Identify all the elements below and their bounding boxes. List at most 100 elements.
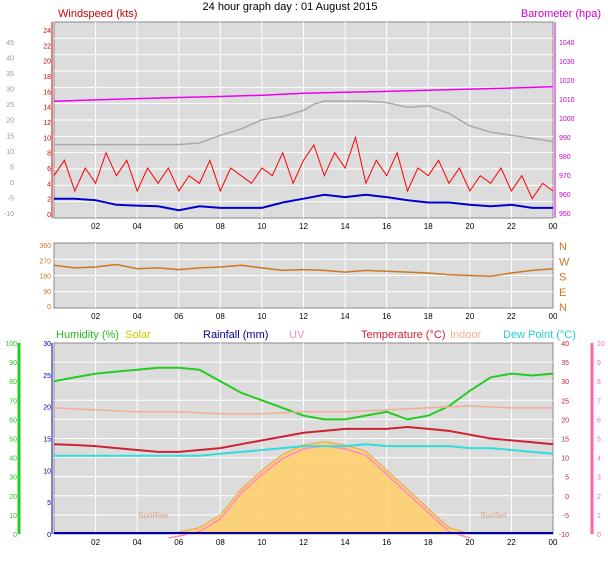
direction-tick: 0 [47, 304, 51, 311]
direction-time-tick: 08 [216, 312, 225, 321]
outer-scale-tick: -5 [8, 195, 14, 202]
temperature-label: Temperature (°C) [361, 329, 445, 341]
direction-tick: 90 [43, 289, 51, 296]
temperature-tick: -10 [559, 532, 569, 539]
uv-tick: 0 [597, 532, 601, 539]
wind-time-tick: 06 [174, 222, 183, 231]
windspeed-tick: 2 [47, 197, 51, 204]
barometer-tick: 1010 [559, 97, 575, 104]
outer-scale-tick: 15 [6, 133, 14, 140]
windspeed-tick: 10 [43, 135, 51, 142]
weather-time-tick: 18 [424, 538, 433, 547]
barometer-tick: 1020 [559, 78, 575, 85]
outer-scale-tick: -10 [4, 211, 14, 218]
weather-time-tick: 22 [507, 538, 516, 547]
solar-label: Solar [125, 329, 151, 341]
outer-scale-tick: 5 [10, 164, 14, 171]
humidity-tick: 30 [9, 475, 17, 482]
weather-time-tick: 00 [549, 538, 558, 547]
barometer-tick: 970 [559, 173, 571, 180]
humidity-tick: 0 [13, 532, 17, 539]
temperature-tick: 0 [565, 494, 569, 501]
uv-tick: 3 [597, 475, 601, 482]
wind-time-tick: 08 [216, 222, 225, 231]
weather-time-tick: 14 [341, 538, 350, 547]
chart-title: 24 hour graph day : 01 August 2015 [203, 1, 378, 13]
uv-tick: 7 [597, 398, 601, 405]
uv-label: UV [289, 329, 305, 341]
barometer-tick: 1040 [559, 40, 575, 47]
outer-scale-tick: 20 [6, 118, 14, 125]
compass-label: N [559, 302, 567, 314]
direction-time-tick: 12 [299, 312, 308, 321]
humidity-line [53, 366, 554, 421]
uv-tick: 8 [597, 379, 601, 386]
wind-time-tick: 04 [133, 222, 142, 231]
windspeed-tick: 14 [43, 105, 51, 112]
compass-label: W [559, 256, 570, 268]
direction-time-tick: 14 [341, 312, 350, 321]
windspeed-tick: 8 [47, 151, 51, 158]
wind-time-tick: 14 [341, 222, 350, 231]
barometer-tick: 950 [559, 211, 571, 218]
humidity-tick: 60 [9, 417, 17, 424]
sunset-label: SunSet [480, 511, 507, 520]
outer-scale-tick: 10 [6, 149, 14, 156]
wind-time-tick: 12 [299, 222, 308, 231]
rainfall-tick: 15 [43, 437, 51, 444]
humidity-tick: 90 [9, 360, 17, 367]
direction-time-tick: 00 [549, 312, 558, 321]
wind-time-tick: 10 [257, 222, 266, 231]
barometer-tick: 980 [559, 154, 571, 161]
windspeed-tick: 0 [47, 212, 51, 219]
windspeed-tick: 4 [47, 181, 51, 188]
windspeed-tick: 20 [43, 59, 51, 66]
temperature-tick: 10 [561, 456, 569, 463]
weather-time-tick: 06 [174, 538, 183, 547]
uv-tick: 6 [597, 417, 601, 424]
solar-area [168, 441, 470, 535]
indoor-line [53, 405, 553, 415]
windspeed-tick: 16 [43, 89, 51, 96]
wind-time-tick: 22 [507, 222, 516, 231]
wind-time-tick: 02 [91, 222, 100, 231]
rainfall-tick: 5 [47, 500, 51, 507]
humidity-tick: 10 [9, 513, 17, 520]
weather-time-tick: 20 [465, 538, 474, 547]
rainfall-tick: 25 [43, 373, 51, 380]
humidity-tick: 20 [9, 494, 17, 501]
sunrise-label: SunRise [138, 511, 169, 520]
dew-point-line [54, 443, 554, 457]
weather-time-tick: 08 [216, 538, 225, 547]
direction-time-tick: 18 [424, 312, 433, 321]
weather-time-tick: 04 [133, 538, 142, 547]
humidity-tick: 40 [9, 456, 17, 463]
humidity-tick: 70 [9, 398, 17, 405]
windspeed-tick: 6 [47, 166, 51, 173]
humidity-tick: 80 [9, 379, 17, 386]
outer-scale-tick: 40 [6, 56, 14, 63]
wind-time-tick: 00 [549, 222, 558, 231]
compass-label: E [559, 287, 566, 299]
temperature-tick: 20 [561, 417, 569, 424]
outer-scale-tick: 35 [6, 71, 14, 78]
rainfall-tick: 20 [43, 405, 51, 412]
grey-line [54, 100, 554, 146]
average-wind-line [54, 193, 553, 212]
uv-tick: 2 [597, 494, 601, 501]
direction-time-tick: 16 [382, 312, 391, 321]
direction-time-tick: 06 [174, 312, 183, 321]
barometer-tick: 1030 [559, 59, 575, 66]
temperature-line [53, 425, 554, 453]
indoor-label: Indoor [450, 329, 482, 341]
barometer-tick: 990 [559, 135, 571, 142]
weather-time-tick: 16 [382, 538, 391, 547]
temperature-tick: 5 [565, 475, 569, 482]
uv-tick: 4 [597, 456, 601, 463]
rainfall-tick: 10 [43, 468, 51, 475]
outer-scale-tick: 0 [10, 180, 14, 187]
uv-tick: 9 [597, 360, 601, 367]
direction-time-tick: 22 [507, 312, 516, 321]
barometer-axis-label: Barometer (hpa) [521, 8, 601, 20]
